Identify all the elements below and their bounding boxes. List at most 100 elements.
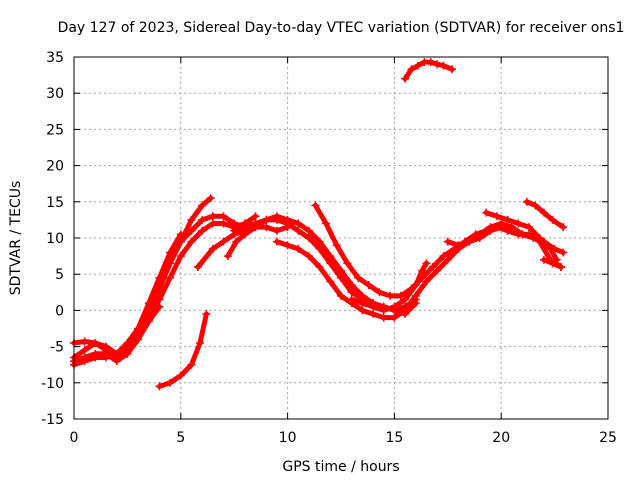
x-tick-label: 25 — [599, 430, 617, 446]
x-tick-label: 10 — [279, 430, 297, 446]
data-point — [369, 302, 378, 311]
data-point — [176, 252, 185, 261]
data-point — [407, 65, 416, 74]
data-point — [486, 223, 495, 232]
data-point — [176, 230, 185, 239]
data-point — [80, 353, 89, 362]
data-series-arc-17 — [539, 255, 566, 271]
data-point — [155, 273, 164, 282]
data-point — [223, 252, 232, 261]
data-point — [475, 230, 484, 239]
data-point — [187, 360, 196, 369]
data-point — [304, 234, 313, 242]
x-tick-label: 20 — [492, 430, 510, 446]
y-axis-label: SDTVAR / TECUs — [8, 181, 24, 296]
data-point — [492, 212, 501, 221]
data-point — [426, 58, 435, 67]
data-point — [375, 288, 384, 297]
data-point — [155, 382, 164, 391]
data-point — [304, 226, 313, 235]
data-point — [443, 255, 452, 264]
data-point — [358, 299, 367, 308]
data-series-arc-13 — [401, 58, 457, 83]
y-tick-label: -10 — [41, 376, 64, 392]
data-point — [559, 248, 568, 257]
data-point — [557, 262, 566, 271]
data-point — [443, 237, 452, 246]
data-point — [390, 302, 399, 311]
y-tick-label: -15 — [41, 412, 64, 428]
data-point — [454, 241, 463, 250]
data-point — [198, 215, 207, 224]
series-layer — [70, 58, 568, 391]
data-point — [390, 313, 399, 322]
data-point — [80, 346, 89, 355]
data-point — [206, 194, 215, 203]
data-point — [315, 244, 324, 253]
data-point — [326, 277, 335, 286]
data-point — [347, 288, 356, 297]
data-point — [418, 266, 427, 275]
data-point — [112, 349, 121, 358]
data-point — [354, 273, 363, 282]
data-point — [413, 61, 422, 70]
x-tick-label: 15 — [385, 430, 403, 446]
y-tick-label: 25 — [46, 122, 64, 138]
data-point — [422, 259, 431, 268]
data-point — [272, 226, 281, 235]
data-point — [524, 223, 533, 232]
data-point — [80, 337, 89, 346]
data-point — [546, 244, 555, 253]
data-point — [535, 234, 544, 242]
data-point — [315, 237, 324, 246]
y-tick-label: 5 — [55, 267, 64, 283]
data-point — [401, 74, 410, 83]
data-point — [134, 324, 143, 333]
data-series-arc-16 — [522, 197, 568, 232]
x-axis-label: GPS time / hours — [282, 459, 399, 475]
data-point — [166, 378, 175, 387]
series-line — [274, 224, 526, 321]
data-point — [91, 349, 100, 358]
data-point — [240, 230, 249, 239]
data-point — [337, 291, 345, 300]
data-point — [294, 244, 303, 253]
data-point — [433, 266, 442, 275]
data-point — [439, 61, 448, 70]
data-point — [507, 223, 516, 232]
data-point — [176, 237, 185, 246]
y-tick-label: 0 — [55, 303, 64, 319]
data-point — [531, 201, 540, 210]
data-point — [522, 197, 531, 206]
data-point — [262, 215, 271, 224]
data-point — [272, 215, 281, 224]
x-tick-label: 0 — [70, 430, 79, 446]
data-point — [401, 306, 410, 315]
data-point — [123, 338, 132, 347]
data-point — [315, 262, 324, 271]
data-point — [548, 259, 557, 268]
data-point — [187, 215, 196, 224]
data-point — [166, 255, 175, 264]
data-point — [240, 223, 249, 232]
data-point — [198, 201, 207, 210]
data-point — [196, 338, 205, 347]
data-point — [465, 237, 474, 246]
data-point — [304, 252, 313, 261]
data-point — [193, 262, 202, 271]
data-point — [514, 219, 523, 228]
data-point — [497, 219, 506, 228]
data-point — [198, 226, 207, 235]
data-point — [251, 212, 260, 221]
data-point — [369, 310, 378, 319]
data-point — [91, 338, 100, 347]
data-point — [262, 223, 271, 232]
data-point — [283, 219, 292, 228]
data-point — [539, 208, 548, 217]
data-point — [322, 219, 331, 228]
data-point — [347, 295, 356, 304]
chart-title: Day 127 of 2023, Sidereal Day-to-day VTE… — [58, 20, 625, 36]
data-point — [518, 230, 527, 239]
data-point — [364, 281, 373, 290]
data-point — [155, 295, 164, 304]
